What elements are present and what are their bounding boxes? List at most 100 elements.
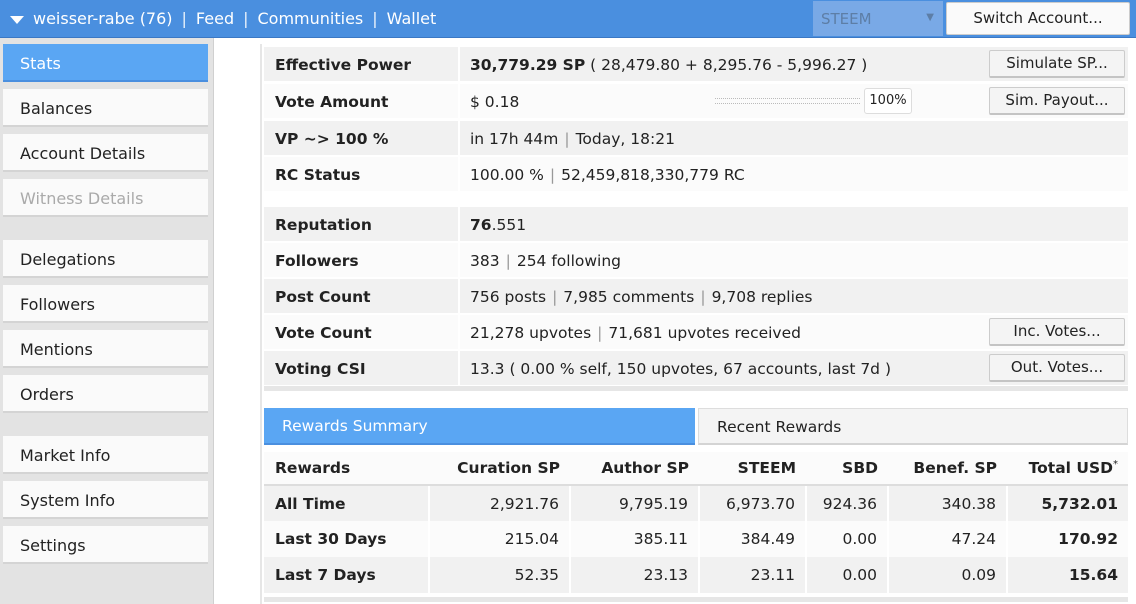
select-arrow-icon: ▼ [926, 12, 934, 23]
cell: 924.36 [805, 485, 888, 521]
tab-recent-rewards[interactable]: Recent Rewards [698, 408, 1128, 445]
table-row: Last 7 Days 52.35 23.13 23.11 0.00 0.09 … [264, 557, 1128, 593]
cell: 385.11 [569, 521, 699, 557]
vote-weight-slider[interactable] [715, 98, 860, 104]
inc-votes-button[interactable]: Inc. Votes... [989, 318, 1125, 346]
sidebar-item-mentions[interactable]: Mentions [3, 330, 208, 368]
col-author-sp: Author SP [570, 452, 699, 486]
nav-communities[interactable]: Communities [257, 9, 364, 28]
stat-value: 30,779.29 SP ( 28,479.80 + 8,295.76 - 5,… [460, 47, 1128, 81]
vp-when: Today, 18:21 [575, 130, 675, 148]
stat-label: Vote Amount [264, 84, 458, 118]
cell: 2,921.76 [428, 485, 570, 521]
out-votes-button[interactable]: Out. Votes... [989, 354, 1125, 382]
network-select[interactable]: STEEM ▼ [813, 1, 943, 36]
stat-value: 21,278 upvotes | 71,681 upvotes received I… [460, 315, 1128, 349]
pipe-separator: | [564, 130, 570, 148]
stat-row-voting-csi: Voting CSI 13.3 ( 0.00 % self, 150 upvot… [264, 351, 1128, 385]
stat-row-vote-count: Vote Count 21,278 upvotes | 71,681 upvotes… [264, 315, 1128, 349]
cell: 340.38 [887, 485, 1007, 521]
cell: 0.00 [805, 521, 888, 557]
nav-feed[interactable]: Feed [195, 9, 235, 28]
sidebar-item-stats[interactable]: Stats [3, 44, 208, 82]
stat-value: $ 0.18 100% Sim. Payout... [460, 84, 1128, 118]
stat-label: Vote Count [264, 315, 458, 349]
stat-label: RC Status [264, 157, 458, 191]
vp-time: in 17h 44m [470, 130, 559, 148]
simulate-sp-button[interactable]: Simulate SP... [989, 50, 1125, 78]
sidebar-item-balances[interactable]: Balances [3, 89, 208, 127]
cell: 215.04 [428, 521, 570, 557]
stat-label: Reputation [264, 207, 458, 241]
sidebar-item-delegations[interactable]: Delegations [3, 240, 208, 278]
followers-count: 383 [470, 252, 500, 270]
sim-payout-button[interactable]: Sim. Payout... [989, 87, 1125, 115]
col-benef-sp: Benef. SP [888, 452, 1007, 486]
bottom-divider [264, 597, 1128, 602]
sidebar: Stats Balances Account Details Witness D… [0, 38, 214, 604]
rewards-tabs: Rewards Summary Recent Rewards [264, 408, 1128, 446]
cell: 6,973.70 [698, 485, 806, 521]
footnote-mark: * [1113, 458, 1118, 470]
stat-row-followers: Followers 383 | 254 following [264, 243, 1128, 277]
cell: 9,795.19 [569, 485, 699, 521]
sidebar-item-settings[interactable]: Settings [3, 526, 208, 564]
stat-row-vp: VP ~> 100 % in 17h 44m | Today, 18:21 [264, 121, 1128, 155]
tab-rewards-summary[interactable]: Rewards Summary [264, 408, 695, 445]
stat-row-reputation: Reputation 76.551 [264, 207, 1128, 241]
nav-wallet[interactable]: Wallet [386, 9, 437, 28]
table-row: Last 30 Days 215.04 385.11 384.49 0.00 4… [264, 521, 1128, 557]
table-row: All Time 2,921.76 9,795.19 6,973.70 924.… [264, 485, 1128, 521]
replies-count: 9,708 replies [711, 288, 813, 306]
rc-percent: 100.00 % [470, 166, 544, 184]
cell: 384.49 [698, 521, 806, 557]
comments-count: 7,985 comments [563, 288, 695, 306]
vote-amount-value: $ 0.18 [470, 93, 520, 111]
effective-power-total: 30,779.29 SP [470, 56, 586, 74]
stat-label: Followers [264, 243, 458, 277]
col-total-usd: Total USD* [1007, 452, 1128, 486]
cell-total: 5,732.01 [1006, 485, 1128, 521]
sidebar-item-followers[interactable]: Followers [3, 285, 208, 323]
cell: 0.09 [887, 557, 1007, 593]
account-menu-triangle-icon[interactable] [10, 15, 24, 24]
rewards-table: Rewards Curation SP Author SP STEEM SBD … [264, 452, 1128, 593]
row-label: Last 7 Days [264, 557, 429, 593]
stat-label: Voting CSI [264, 351, 458, 385]
cell: 0.00 [805, 557, 888, 593]
cell-total: 15.64 [1006, 557, 1128, 593]
row-label: Last 30 Days [264, 521, 429, 557]
account-link[interactable]: weisser-rabe (76) [33, 9, 173, 28]
section-divider [264, 386, 1128, 391]
rewards-header-row: Rewards Curation SP Author SP STEEM SBD … [264, 452, 1128, 486]
stat-value: 76.551 [460, 207, 1128, 241]
switch-account-button[interactable]: Switch Account... [946, 2, 1130, 35]
cell-total: 170.92 [1006, 521, 1128, 557]
content-rule [260, 44, 262, 604]
stat-label: Effective Power [264, 47, 458, 81]
stat-row-vote-amount: Vote Amount $ 0.18 100% Sim. Payout... [264, 84, 1128, 118]
network-select-value: STEEM [821, 10, 872, 28]
rc-amount: 52,459,818,330,779 RC [561, 166, 745, 184]
stat-label: Post Count [264, 279, 458, 313]
reputation-int: 76 [470, 216, 492, 234]
stat-value: in 17h 44m | Today, 18:21 [460, 121, 1128, 155]
nav-separator: | [243, 9, 249, 28]
top-nav: weisser-rabe (76) | Feed | Communities |… [10, 0, 436, 37]
pipe-separator: | [552, 288, 558, 306]
sidebar-item-market-info[interactable]: Market Info [3, 436, 208, 474]
stat-row-effective-power: Effective Power 30,779.29 SP ( 28,479.80… [264, 47, 1128, 81]
voting-csi-value: 13.3 ( 0.00 % self, 150 upvotes, 67 acco… [470, 360, 891, 378]
effective-power-breakdown: ( 28,479.80 + 8,295.76 - 5,996.27 ) [590, 56, 868, 74]
sidebar-item-account-details[interactable]: Account Details [3, 134, 208, 172]
upvotes-received: 71,681 upvotes received [608, 324, 801, 342]
sidebar-item-orders[interactable]: Orders [3, 375, 208, 413]
pipe-separator: | [597, 324, 603, 342]
stat-row-post-count: Post Count 756 posts | 7,985 comments | 9,70… [264, 279, 1128, 313]
cell: 23.13 [569, 557, 699, 593]
col-steem: STEEM [699, 452, 806, 486]
nav-separator: | [181, 9, 187, 28]
pipe-separator: | [549, 166, 556, 184]
reputation-dec: .551 [491, 216, 527, 234]
sidebar-item-system-info[interactable]: System Info [3, 481, 208, 519]
